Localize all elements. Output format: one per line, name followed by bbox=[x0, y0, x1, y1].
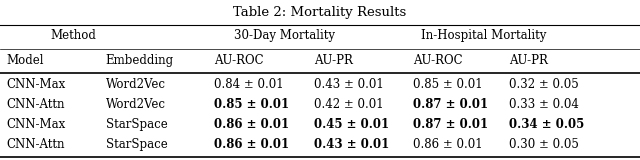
Text: CNN-Max: CNN-Max bbox=[6, 78, 66, 91]
Text: 0.30 ± 0.05: 0.30 ± 0.05 bbox=[509, 138, 579, 151]
Text: 0.87 ± 0.01: 0.87 ± 0.01 bbox=[413, 98, 488, 111]
Text: Method: Method bbox=[51, 29, 97, 42]
Text: CNN-Attn: CNN-Attn bbox=[6, 138, 65, 151]
Text: Embedding: Embedding bbox=[106, 54, 173, 67]
Text: 0.85 ± 0.01: 0.85 ± 0.01 bbox=[214, 98, 289, 111]
Text: 0.43 ± 0.01: 0.43 ± 0.01 bbox=[314, 78, 383, 91]
Text: 0.32 ± 0.05: 0.32 ± 0.05 bbox=[509, 78, 579, 91]
Text: AU-ROC: AU-ROC bbox=[413, 54, 463, 67]
Text: In-Hospital Mortality: In-Hospital Mortality bbox=[420, 29, 546, 42]
Text: 0.86 ± 0.01: 0.86 ± 0.01 bbox=[214, 118, 289, 131]
Text: 0.85 ± 0.01: 0.85 ± 0.01 bbox=[413, 78, 483, 91]
Text: 30-Day Mortality: 30-Day Mortality bbox=[234, 29, 335, 42]
Text: StarSpace: StarSpace bbox=[106, 118, 167, 131]
Text: CNN-Max: CNN-Max bbox=[6, 118, 66, 131]
Text: 0.86 ± 0.01: 0.86 ± 0.01 bbox=[413, 138, 483, 151]
Text: 0.33 ± 0.04: 0.33 ± 0.04 bbox=[509, 98, 579, 111]
Text: AU-PR: AU-PR bbox=[314, 54, 353, 67]
Text: 0.43 ± 0.01: 0.43 ± 0.01 bbox=[314, 138, 389, 151]
Text: AU-ROC: AU-ROC bbox=[214, 54, 264, 67]
Text: StarSpace: StarSpace bbox=[106, 138, 167, 151]
Text: 0.84 ± 0.01: 0.84 ± 0.01 bbox=[214, 78, 284, 91]
Text: 0.45 ± 0.01: 0.45 ± 0.01 bbox=[314, 118, 388, 131]
Text: 0.42 ± 0.01: 0.42 ± 0.01 bbox=[314, 98, 383, 111]
Text: 0.34 ± 0.05: 0.34 ± 0.05 bbox=[509, 118, 584, 131]
Text: Word2Vec: Word2Vec bbox=[106, 78, 166, 91]
Text: Word2Vec: Word2Vec bbox=[106, 98, 166, 111]
Text: 0.86 ± 0.01: 0.86 ± 0.01 bbox=[214, 138, 289, 151]
Text: Model: Model bbox=[6, 54, 44, 67]
Text: AU-PR: AU-PR bbox=[509, 54, 548, 67]
Text: 0.87 ± 0.01: 0.87 ± 0.01 bbox=[413, 118, 488, 131]
Text: CNN-Attn: CNN-Attn bbox=[6, 98, 65, 111]
Text: Table 2: Mortality Results: Table 2: Mortality Results bbox=[234, 6, 406, 19]
